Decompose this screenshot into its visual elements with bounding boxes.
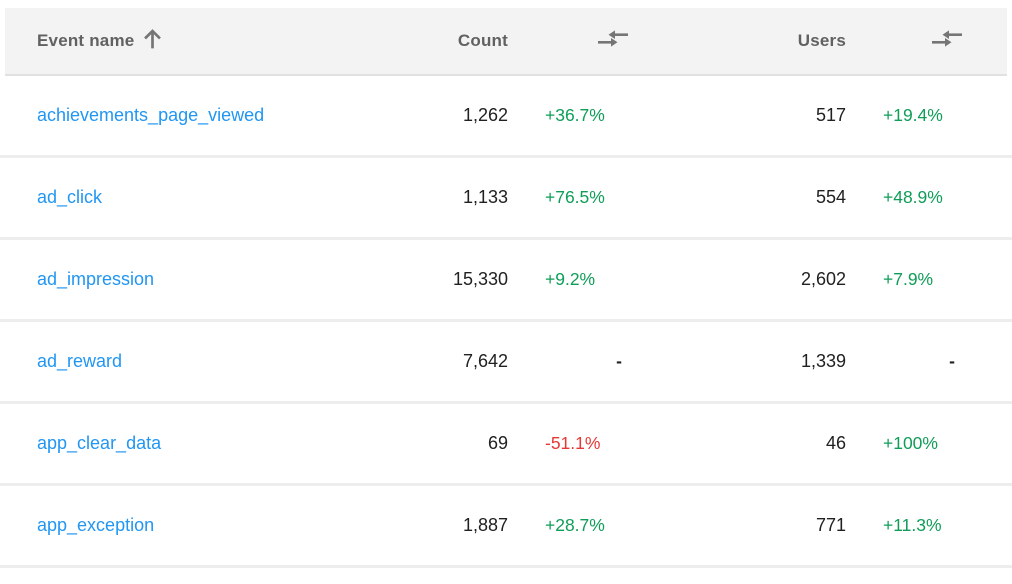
event-name-cell: ad_reward — [37, 351, 378, 372]
table-row: ad_reward 7,642 - 1,339 - — [0, 322, 1012, 404]
count-delta-value: -51.1% — [545, 433, 601, 453]
count-delta-value: - — [616, 351, 622, 371]
column-header-event-name[interactable]: Event name — [37, 28, 378, 54]
count-value: 1,133 — [462, 187, 508, 207]
event-name-cell: app_exception — [37, 515, 378, 536]
table-row: achievements_page_viewed 1,262 +36.7% 51… — [0, 76, 1012, 158]
users-delta-value: +11.3% — [883, 515, 942, 535]
event-name-link[interactable]: ad_reward — [37, 351, 123, 371]
converging-arrows-icon — [932, 30, 962, 52]
table-row: app_exception 1,887 +28.7% 771 +11.3% — [0, 486, 1012, 568]
table-body: achievements_page_viewed 1,262 +36.7% 51… — [0, 76, 1012, 568]
event-name-link[interactable]: ad_impression — [37, 269, 155, 289]
column-header-count-delta[interactable] — [508, 30, 636, 52]
count-delta-value: +9.2% — [545, 269, 596, 289]
users-value: 517 — [815, 105, 846, 125]
event-name-cell: app_clear_data — [37, 433, 378, 454]
events-table: Event name Count Users — [0, 8, 1012, 568]
users-value: 554 — [815, 187, 846, 207]
users-delta-value: +100% — [883, 433, 938, 453]
event-name-cell: ad_impression — [37, 269, 378, 290]
count-delta-value: +76.5% — [545, 187, 605, 207]
column-header-event-name-label: Event name — [37, 31, 135, 50]
count-delta-value: +28.7% — [545, 515, 605, 535]
table-header-row: Event name Count Users — [5, 8, 1007, 76]
event-name-cell: achievements_page_viewed — [37, 105, 378, 126]
users-delta-value: - — [949, 351, 955, 371]
event-name-link[interactable]: ad_click — [37, 187, 103, 207]
users-value: 2,602 — [800, 269, 846, 289]
count-value: 69 — [487, 433, 508, 453]
event-name-link[interactable]: app_clear_data — [37, 433, 162, 453]
sort-ascending-icon[interactable] — [143, 28, 162, 54]
event-name-link[interactable]: achievements_page_viewed — [37, 105, 265, 125]
column-header-users[interactable]: Users — [797, 31, 846, 50]
users-delta-value: +19.4% — [883, 105, 943, 125]
count-delta-value: +36.7% — [545, 105, 605, 125]
users-delta-value: +48.9% — [883, 187, 943, 207]
table-row: ad_impression 15,330 +9.2% 2,602 +7.9% — [0, 240, 1012, 322]
column-header-users-delta[interactable] — [846, 30, 1007, 52]
column-header-count[interactable]: Count — [457, 31, 508, 50]
count-value: 1,262 — [462, 105, 508, 125]
event-name-link[interactable]: app_exception — [37, 515, 155, 535]
count-value: 7,642 — [462, 351, 508, 371]
event-name-cell: ad_click — [37, 187, 378, 208]
table-row: app_clear_data 69 -51.1% 46 +100% — [0, 404, 1012, 486]
users-value: 46 — [825, 433, 846, 453]
users-value: 771 — [815, 515, 846, 535]
count-value: 15,330 — [452, 269, 508, 289]
count-value: 1,887 — [462, 515, 508, 535]
converging-arrows-icon — [598, 30, 628, 52]
table-row: ad_click 1,133 +76.5% 554 +48.9% — [0, 158, 1012, 240]
users-delta-value: +7.9% — [883, 269, 934, 289]
users-value: 1,339 — [800, 351, 846, 371]
